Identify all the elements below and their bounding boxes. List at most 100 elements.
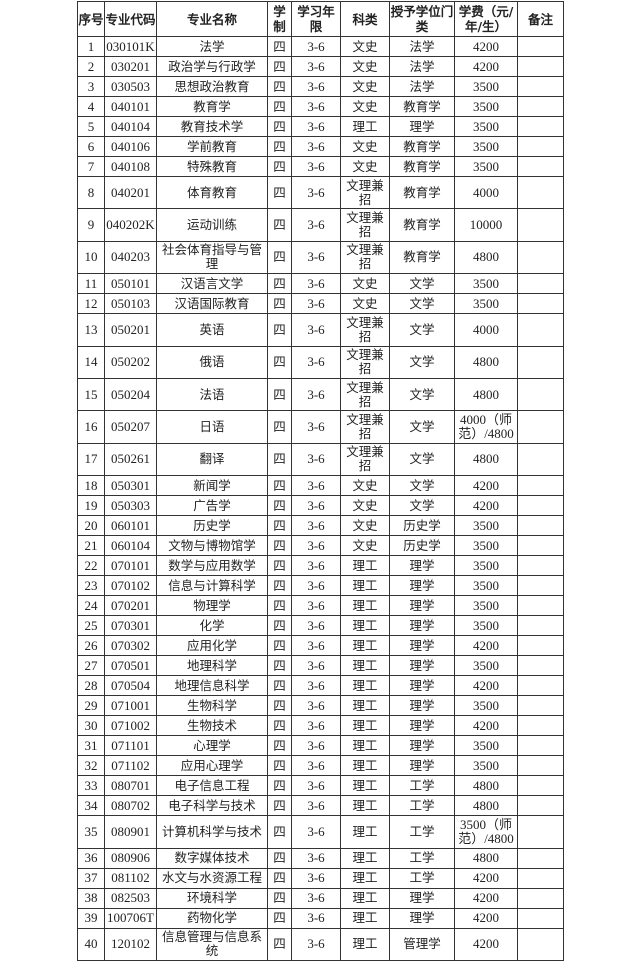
index-cell: 3 — [77, 76, 105, 97]
degree-cell: 文学 — [389, 495, 455, 517]
category-cell: 文史 — [340, 36, 390, 57]
major-name-cell: 思想政治教育 — [156, 76, 268, 97]
tuition-cell: 4000（师范）/4800 — [454, 410, 518, 444]
system-cell: 四 — [267, 36, 292, 57]
major-name-cell: 应用心理学 — [156, 755, 268, 777]
degree-cell: 教育学 — [389, 175, 455, 210]
years-cell: 3-6 — [291, 775, 341, 797]
major-name-cell: 广告学 — [156, 495, 268, 517]
index-cell: 13 — [77, 313, 105, 347]
years-cell: 3-6 — [291, 575, 341, 597]
remarks-cell — [517, 410, 564, 444]
index-cell: 19 — [77, 495, 105, 517]
table-row: 1 030101K 法学四 3-6 文史 法学 4200 — [77, 36, 564, 57]
degree-cell: 工学 — [389, 815, 455, 849]
index-cell: 30 — [77, 715, 105, 737]
category-cell: 文理兼招 — [340, 240, 390, 275]
major-name-cell: 计算机科学与技术 — [156, 815, 268, 849]
table-row: 40 120102 信息管理与信息系统四 3-6 理工 管理学 4200 — [77, 927, 564, 961]
tuition-cell: 4800 — [454, 345, 518, 379]
code-cell: 030101K — [104, 36, 157, 57]
remarks-cell — [517, 273, 564, 295]
table-row: 25 070301 化学四 3-6 理工 理学 3500 — [77, 615, 564, 637]
category-cell: 理工 — [340, 735, 390, 757]
index-cell: 23 — [77, 575, 105, 597]
index-cell: 33 — [77, 775, 105, 797]
category-cell: 理工 — [340, 755, 390, 777]
code-cell: 050103 — [104, 293, 157, 315]
table-row: 37 081102 水文与水资源工程四 3-6 理工 工学 4200 — [77, 867, 564, 889]
major-name-cell: 环境科学 — [156, 887, 268, 909]
years-cell: 3-6 — [291, 240, 341, 275]
system-cell: 四 — [267, 927, 292, 961]
code-cell: 050101 — [104, 273, 157, 295]
remarks-cell — [517, 675, 564, 697]
majors-table: 序号 专业代码 专业名称 学制 学习年限 科类 授予学位门类 学费（元/年/生） 备注 1 030… — [77, 1, 564, 961]
years-cell: 3-6 — [291, 156, 341, 177]
major-name-cell: 日语 — [156, 410, 268, 444]
tuition-cell: 3500 — [454, 136, 518, 157]
category-cell: 文理兼招 — [340, 313, 390, 347]
header-years: 学习年限 — [291, 1, 341, 37]
index-cell: 8 — [77, 175, 105, 210]
table-row: 20 060101 历史学四 3-6 文史 历史学 3500 — [77, 515, 564, 537]
major-name-cell: 电子科学与技术 — [156, 795, 268, 817]
tuition-cell: 4200 — [454, 927, 518, 961]
category-cell: 文史 — [340, 96, 390, 117]
table-row: 16 050207 日语四 3-6 文理兼招 文学 4000（师范）/4800 — [77, 410, 564, 444]
remarks-cell — [517, 695, 564, 717]
remarks-cell — [517, 377, 564, 412]
table-row: 4 040101 教育学四 3-6 文史 教育学 3500 — [77, 96, 564, 117]
remarks-cell — [517, 442, 564, 477]
code-cell: 060104 — [104, 535, 157, 557]
index-cell: 28 — [77, 675, 105, 697]
remarks-cell — [517, 887, 564, 909]
index-cell: 7 — [77, 156, 105, 177]
tuition-cell: 3500 — [454, 555, 518, 577]
index-cell: 22 — [77, 555, 105, 577]
table-row: 5 040104 教育技术学四 3-6 理工 理学 3500 — [77, 116, 564, 137]
years-cell: 3-6 — [291, 410, 341, 444]
remarks-cell — [517, 595, 564, 617]
tuition-cell: 4200 — [454, 887, 518, 909]
degree-cell: 理学 — [389, 575, 455, 597]
tuition-cell: 3500（师范）/4800 — [454, 815, 518, 849]
table-row: 2 030201 政治学与行政学四 3-6 文史 法学 4200 — [77, 56, 564, 77]
years-cell: 3-6 — [291, 675, 341, 697]
system-cell: 四 — [267, 795, 292, 817]
index-cell: 2 — [77, 56, 105, 77]
category-cell: 理工 — [340, 715, 390, 737]
remarks-cell — [517, 555, 564, 577]
table-row: 39 100706T 药物化学四 3-6 理工 理学 4200 — [77, 907, 564, 929]
table-row: 36 080906 数字媒体技术四 3-6 理工 工学 4800 — [77, 847, 564, 869]
code-cell: 030201 — [104, 56, 157, 77]
code-cell: 100706T — [104, 907, 157, 929]
years-cell: 3-6 — [291, 635, 341, 657]
remarks-cell — [517, 56, 564, 77]
major-name-cell: 教育学 — [156, 96, 268, 117]
remarks-cell — [517, 240, 564, 275]
degree-cell: 文学 — [389, 313, 455, 347]
major-name-cell: 信息管理与信息系统 — [156, 927, 268, 961]
remarks-cell — [517, 116, 564, 137]
index-cell: 18 — [77, 475, 105, 497]
category-cell: 理工 — [340, 867, 390, 889]
major-name-cell: 体育教育 — [156, 175, 268, 210]
years-cell: 3-6 — [291, 377, 341, 412]
index-cell: 39 — [77, 907, 105, 929]
system-cell: 四 — [267, 175, 292, 210]
degree-cell: 理学 — [389, 635, 455, 657]
code-cell: 040106 — [104, 136, 157, 157]
tuition-cell: 4000 — [454, 175, 518, 210]
tuition-cell: 3500 — [454, 293, 518, 315]
code-cell: 050261 — [104, 442, 157, 477]
index-cell: 21 — [77, 535, 105, 557]
tuition-cell: 3500 — [454, 515, 518, 537]
remarks-cell — [517, 515, 564, 537]
system-cell: 四 — [267, 715, 292, 737]
system-cell: 四 — [267, 273, 292, 295]
header-row: 序号 专业代码 专业名称 学制 学习年限 科类 授予学位门类 学费（元/年/生） 备注 — [77, 1, 564, 37]
tuition-cell: 4200 — [454, 675, 518, 697]
system-cell: 四 — [267, 555, 292, 577]
system-cell: 四 — [267, 815, 292, 849]
